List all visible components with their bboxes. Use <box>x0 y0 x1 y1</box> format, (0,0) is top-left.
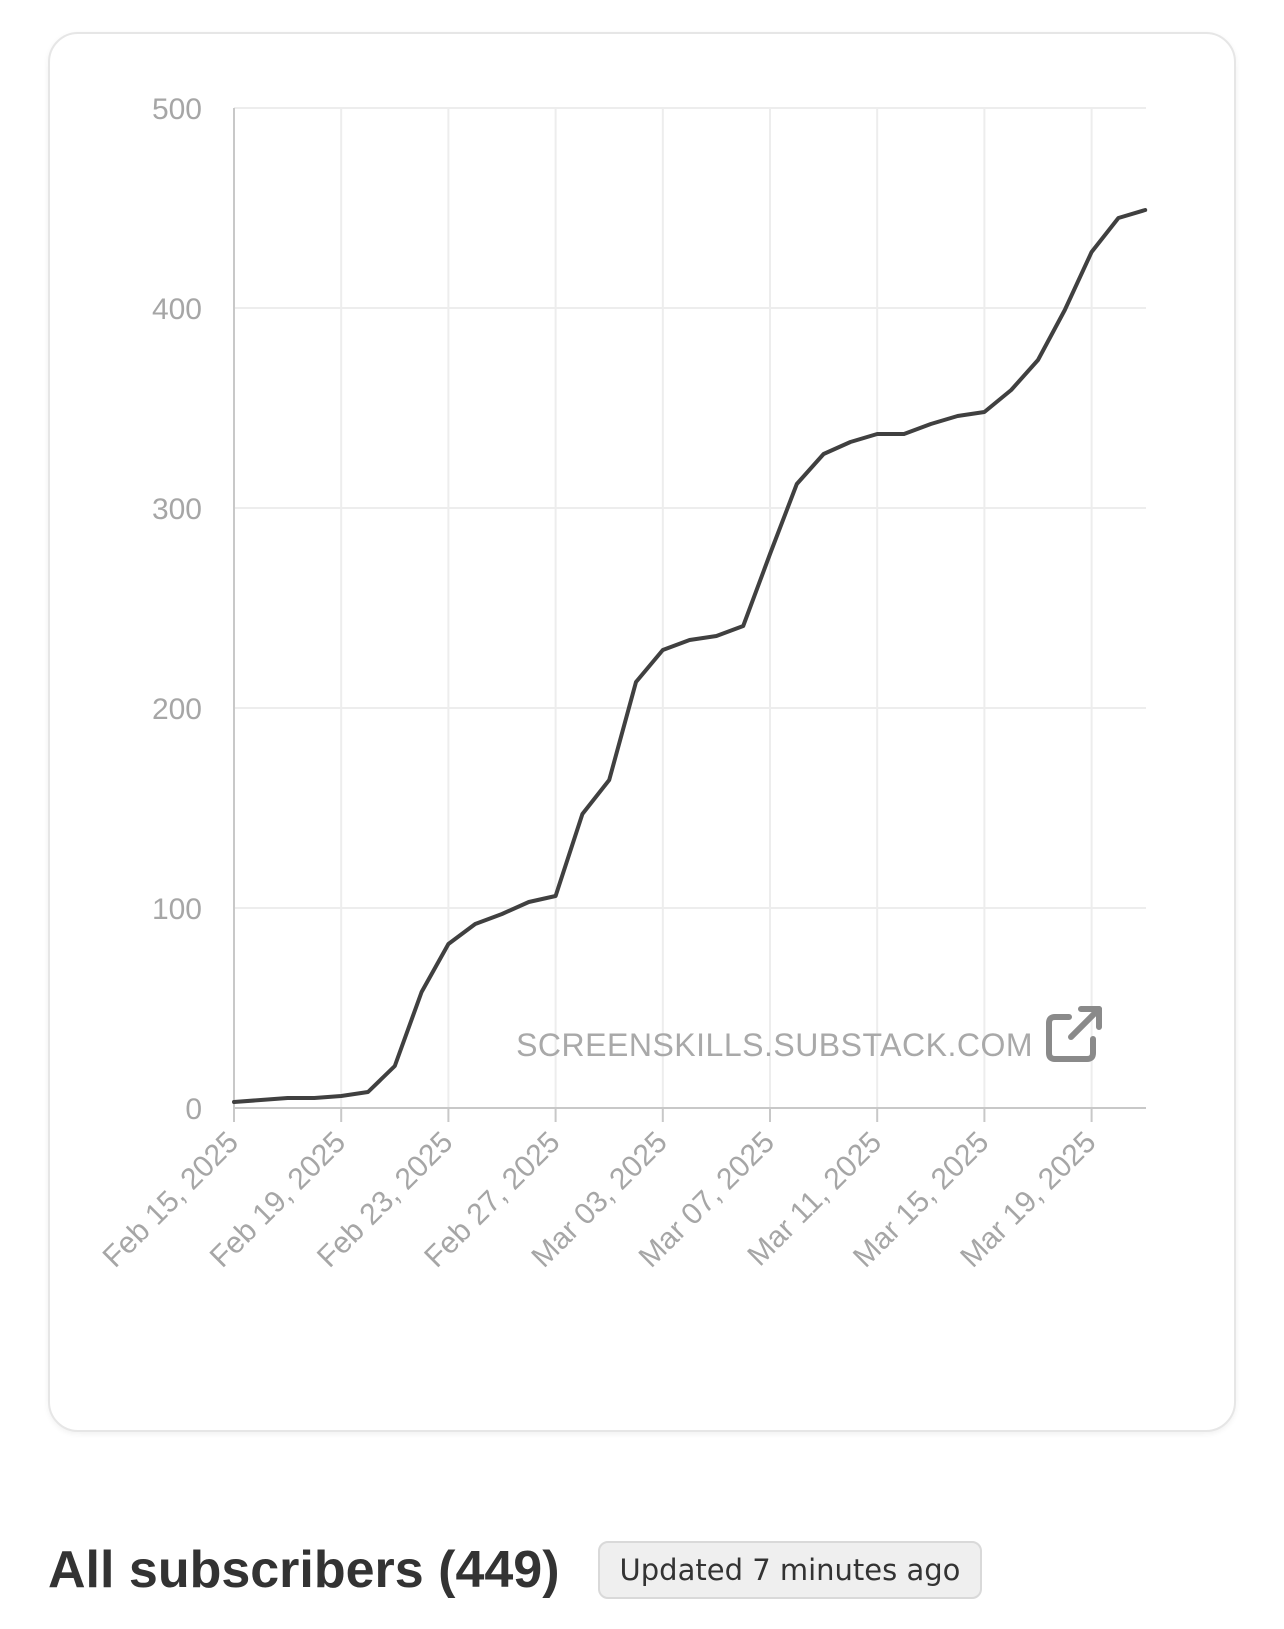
series <box>232 208 1148 1104</box>
watermark-text[interactable]: SCREENSKILLS.SUBSTACK.COM <box>516 1027 1033 1063</box>
subscribers-header: All subscribers (449) Updated 7 minutes … <box>48 1540 983 1600</box>
y-tick-label: 300 <box>152 493 202 526</box>
y-tick-label: 400 <box>152 293 202 326</box>
y-tick-label: 100 <box>152 893 202 926</box>
axes <box>233 108 1146 1122</box>
y-tick-label: 500 <box>152 93 202 126</box>
subscribers-title: All subscribers (449) <box>48 1541 560 1599</box>
watermark[interactable]: SCREENSKILLS.SUBSTACK.COM <box>516 1006 1102 1063</box>
series-line <box>232 208 1148 1104</box>
y-tick-labels: 0 100 200 300 400 500 <box>152 93 202 1126</box>
external-link-icon[interactable] <box>1046 1006 1102 1062</box>
chart-card: 0 100 200 300 400 500 Feb 15, 2025 Feb 19, 202… <box>48 32 1236 1432</box>
y-tick-label: 0 <box>185 1093 202 1126</box>
y-tick-label: 200 <box>152 693 202 726</box>
updated-badge: Updated 7 minutes ago <box>597 1541 983 1599</box>
grid-lines <box>233 107 1146 1108</box>
